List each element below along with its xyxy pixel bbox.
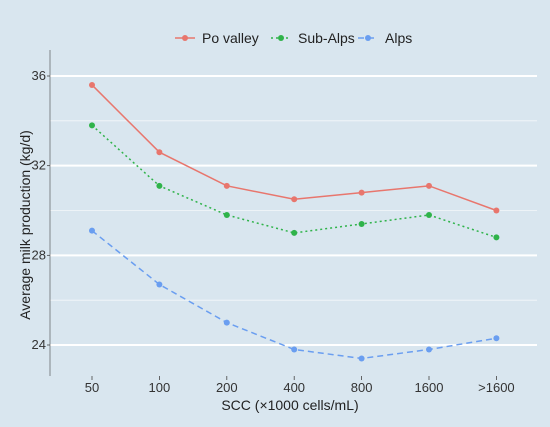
legend-label: Alps (385, 30, 412, 46)
series-point (89, 227, 95, 234)
series-point (493, 234, 500, 241)
x-axis-title: SCC (×1000 cells/mL) (221, 397, 358, 413)
legend-label: Po valley (202, 30, 259, 46)
y-tick-label: 32 (32, 158, 46, 173)
x-tick-label: 800 (351, 380, 373, 395)
x-tick-label: 100 (149, 380, 171, 395)
series-point (493, 207, 500, 214)
series-point (223, 319, 230, 326)
series-point (426, 211, 432, 218)
y-tick-label: 36 (32, 68, 46, 83)
gridlines (49, 50, 537, 376)
series-point (493, 335, 500, 342)
legend-key-point (278, 35, 284, 41)
series-point (358, 355, 365, 362)
series-point (358, 220, 365, 227)
tick-labels: 24 28 32 36 50 100 200 400 800 1600 >1600 (32, 68, 515, 395)
series-point (156, 149, 163, 156)
legend-label: Sub-Alps (298, 30, 355, 46)
x-tick-label: 1600 (415, 380, 444, 395)
series-point (223, 182, 230, 189)
series-point (89, 81, 95, 88)
series-point (426, 346, 432, 353)
legend-key-point (182, 35, 188, 41)
y-tick-label: 24 (32, 337, 46, 352)
series-point (223, 211, 230, 218)
y-tick-label: 28 (32, 247, 46, 262)
series-point (291, 196, 298, 203)
x-tick-label: 200 (216, 380, 238, 395)
x-tick-label: 50 (85, 380, 99, 395)
legend: Po valley Sub-Alps Alps (175, 30, 412, 46)
series-point (156, 281, 163, 288)
series-point (156, 182, 163, 189)
series-point (291, 346, 298, 353)
legend-key-point (365, 35, 371, 41)
series-point (358, 189, 365, 196)
series-layer (89, 81, 500, 362)
x-tick-label: 400 (283, 380, 305, 395)
y-axis-title: Average milk production (kg/d) (17, 130, 33, 320)
series-point (89, 122, 95, 129)
series-point (291, 229, 298, 236)
series-point (426, 182, 432, 189)
x-tick-label: >1600 (478, 380, 515, 395)
